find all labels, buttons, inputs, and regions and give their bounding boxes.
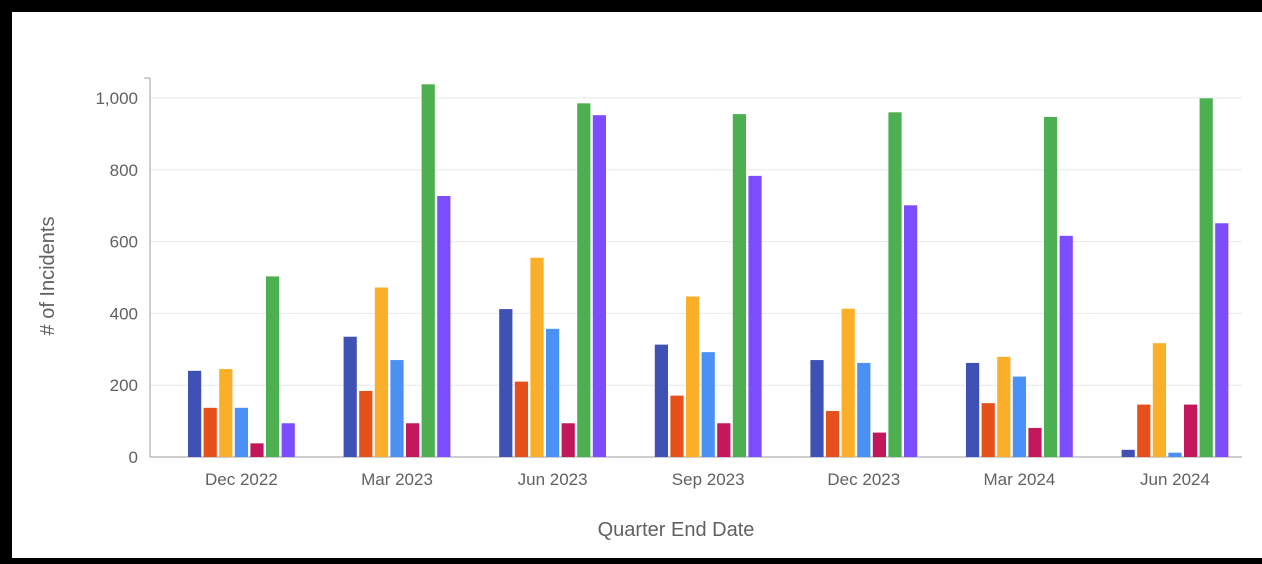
y-tick-label: 1,000 xyxy=(95,89,138,108)
bar-1[interactable] xyxy=(810,360,824,457)
bar-4[interactable] xyxy=(1012,376,1026,457)
bar-2[interactable] xyxy=(670,395,684,457)
bar-3[interactable] xyxy=(1152,343,1166,457)
y-axis-title: # of Incidents xyxy=(37,217,59,336)
bar-1[interactable] xyxy=(188,370,202,457)
bar-2[interactable] xyxy=(1137,404,1151,457)
bar-6[interactable] xyxy=(577,103,591,457)
bar-3[interactable] xyxy=(530,257,544,457)
bar-4[interactable] xyxy=(857,362,871,457)
x-axis-title: Quarter End Date xyxy=(598,519,755,541)
bar-7[interactable] xyxy=(748,175,762,457)
bar-chart: 0 200 400 600 800 1,000 Dec 2022 Mar 2023 Jun 20… xyxy=(37,77,1242,541)
bar-7[interactable] xyxy=(1059,235,1073,457)
bar-6[interactable] xyxy=(1044,116,1058,457)
bar-4[interactable] xyxy=(1168,452,1182,457)
bar-7[interactable] xyxy=(1215,223,1229,457)
bar-6[interactable] xyxy=(888,112,902,458)
bar-5[interactable] xyxy=(717,423,731,457)
bar-5[interactable] xyxy=(872,432,886,457)
y-tick-label: 800 xyxy=(110,161,138,180)
bar-1[interactable] xyxy=(499,309,513,457)
bar-1[interactable] xyxy=(654,344,668,457)
bar-1[interactable] xyxy=(966,362,980,457)
bar-4[interactable] xyxy=(546,328,560,457)
bar-6[interactable] xyxy=(1199,98,1213,457)
x-tick-label: Jun 2024 xyxy=(1140,470,1210,489)
bar-7[interactable] xyxy=(437,195,451,457)
bar-4[interactable] xyxy=(390,360,404,457)
bar-5[interactable] xyxy=(250,443,264,457)
y-tick-label: 600 xyxy=(110,233,138,252)
bar-3[interactable] xyxy=(219,369,233,457)
bar-3[interactable] xyxy=(374,287,388,457)
bar-2[interactable] xyxy=(203,407,217,457)
bar-1[interactable] xyxy=(343,336,357,457)
bar-2[interactable] xyxy=(359,390,373,457)
bars xyxy=(188,84,1229,458)
y-tick-label: 0 xyxy=(129,448,138,467)
bar-6[interactable] xyxy=(266,276,280,457)
bar-4[interactable] xyxy=(234,407,248,457)
tick-labels: 0 200 400 600 800 1,000 Dec 2022 Mar 2023 Jun 20… xyxy=(95,89,1210,489)
x-tick-label: Mar 2023 xyxy=(361,470,433,489)
bar-7[interactable] xyxy=(904,205,918,457)
y-tick-label: 200 xyxy=(110,376,138,395)
bar-6[interactable] xyxy=(732,114,746,457)
y-tick-label: 400 xyxy=(110,304,138,323)
x-tick-label: Dec 2022 xyxy=(205,470,278,489)
bar-6[interactable] xyxy=(421,84,435,458)
bar-2[interactable] xyxy=(981,403,995,457)
x-tick-label: Sep 2023 xyxy=(672,470,745,489)
bar-2[interactable] xyxy=(514,381,528,457)
bar-5[interactable] xyxy=(561,423,575,457)
bar-3[interactable] xyxy=(686,296,700,457)
bar-3[interactable] xyxy=(841,308,855,457)
bar-1[interactable] xyxy=(1121,449,1135,457)
x-tick-label: Dec 2023 xyxy=(827,470,900,489)
bar-7[interactable] xyxy=(281,423,295,457)
bar-7[interactable] xyxy=(592,115,606,457)
chart-frame: 0 200 400 600 800 1,000 Dec 2022 Mar 2023 Jun 20… xyxy=(12,12,1262,558)
bar-3[interactable] xyxy=(997,356,1011,457)
bar-2[interactable] xyxy=(826,411,840,457)
bar-5[interactable] xyxy=(1028,427,1042,457)
x-tick-label: Mar 2024 xyxy=(983,470,1055,489)
bar-5[interactable] xyxy=(1184,404,1198,457)
x-tick-label: Jun 2023 xyxy=(518,470,588,489)
bar-4[interactable] xyxy=(701,352,715,457)
bar-5[interactable] xyxy=(406,423,420,457)
